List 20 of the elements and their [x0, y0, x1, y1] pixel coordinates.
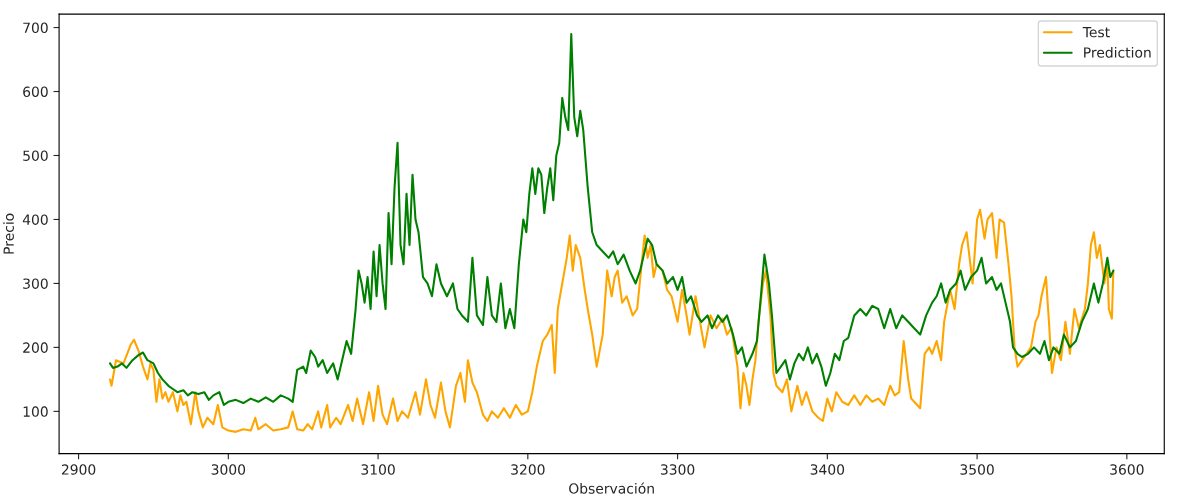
x-tick-label: 3500 [960, 464, 994, 475]
legend-label: Prediction [1084, 47, 1151, 58]
x-axis-title: Observación [569, 482, 654, 494]
x-tick-label: 3400 [810, 464, 845, 475]
x-tick-label: 3200 [511, 464, 545, 475]
y-tick-label: 600 [23, 86, 48, 97]
x-tick-label: 3000 [211, 464, 246, 475]
x-tick-label: 2900 [61, 464, 96, 475]
line-series [108, 208, 1115, 433]
x-tick-label: 3300 [660, 464, 695, 475]
y-tick-label: 700 [23, 22, 48, 34]
y-axis-title: Precio [3, 213, 14, 254]
y-tick-label: 100 [23, 406, 48, 417]
x-tick-label: 3100 [361, 464, 395, 475]
x-tick-label: 3600 [1110, 464, 1144, 475]
y-tick-label: 300 [23, 278, 48, 289]
legend-label: Test [1082, 27, 1110, 38]
y-tick-label: 200 [23, 342, 48, 353]
y-tick-label: 500 [23, 150, 48, 161]
y-tick-label: 400 [22, 214, 48, 225]
